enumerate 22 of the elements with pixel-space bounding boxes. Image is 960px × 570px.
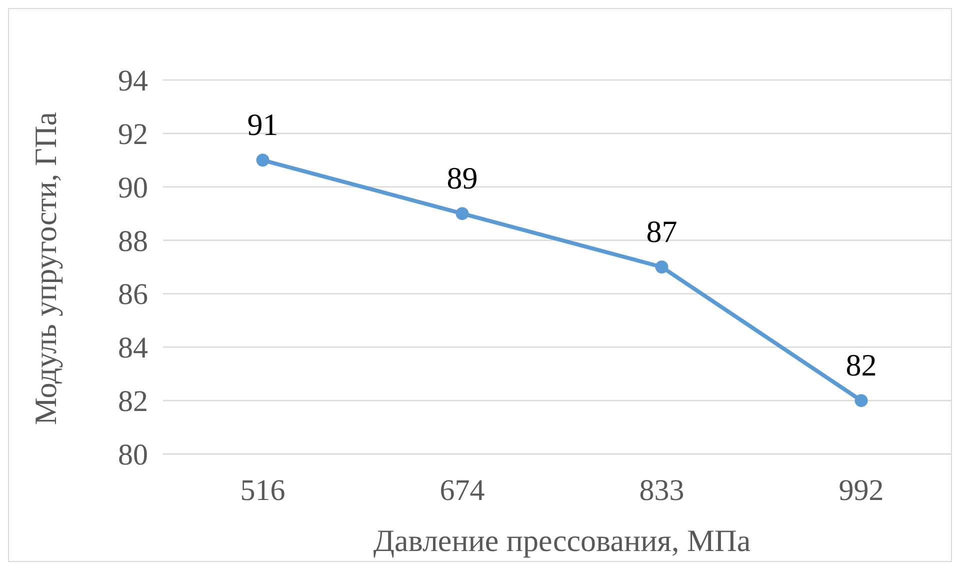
y-tick-label: 94 — [118, 64, 148, 98]
point — [655, 260, 668, 274]
point — [854, 394, 868, 408]
x-tick-label: 516 — [240, 474, 286, 507]
y-tick-label: 80 — [118, 438, 148, 472]
point — [456, 207, 469, 220]
data-label: 89 — [446, 160, 478, 196]
x-tick-label: 992 — [838, 474, 884, 507]
y-tick-label: 88 — [118, 224, 148, 258]
y-axis-title: Модуль упругости, ГПа — [28, 112, 63, 426]
y-tick-label: 86 — [118, 278, 148, 312]
y-tick-label: 84 — [118, 332, 148, 365]
y-tick-label: 90 — [118, 171, 148, 204]
data-label: 91 — [247, 107, 278, 142]
point — [256, 154, 270, 167]
y-tick-label: 82 — [118, 385, 148, 418]
data-label: 82 — [846, 348, 877, 383]
y-tick-label: 92 — [118, 118, 148, 151]
x-axis-title: Давление прессования, МПа — [373, 523, 751, 558]
x-tick-label: 674 — [440, 474, 485, 507]
x-tick-label: 833 — [639, 474, 684, 507]
data-label: 87 — [646, 214, 678, 249]
